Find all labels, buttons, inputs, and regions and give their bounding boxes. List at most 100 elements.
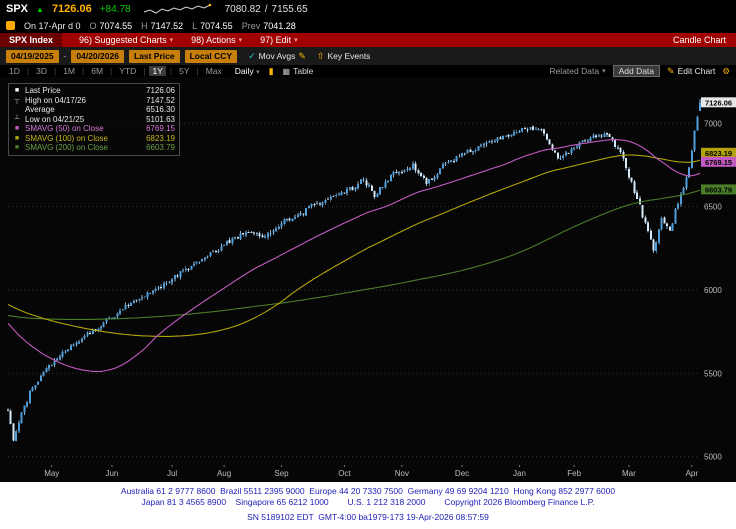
tab-period-6m[interactable]: 6M [91, 66, 104, 76]
svg-text:7126.06: 7126.06 [705, 98, 732, 107]
footer-phones-line1: Australia 61 2 9777 8600 Brazil 5511 239… [120, 486, 616, 496]
low-value: 7074.55 [200, 20, 233, 31]
low-pair: L 7074.55 [192, 21, 233, 31]
table-button[interactable]: ▦ Table [283, 66, 314, 76]
legend-label: SMAVG (200) on Close [25, 143, 108, 152]
chart-legend: ■ Last Price 7126.06 ┬ High on 04/17/26 7147.… [8, 83, 180, 156]
x-axis-month-label: Jul [167, 469, 177, 478]
legend-row: ┴ Low on 04/21/25 5101.63 [13, 115, 175, 125]
tab-period-1m[interactable]: 1M [63, 66, 75, 76]
pencil-icon: ✎ [667, 65, 675, 76]
menu-suggested-charts[interactable]: 96) Suggested Charts ▾ [70, 35, 182, 45]
menu-suggested-charts-label: 96) Suggested Charts [79, 35, 167, 45]
prev-value: 7041.28 [263, 20, 296, 31]
chart-type-icon[interactable]: ▮ [268, 65, 274, 76]
security-field[interactable]: SPX Index [0, 33, 63, 47]
related-data-label: Related Data [549, 66, 600, 76]
table-icon: ▦ [282, 66, 291, 76]
prev-pair: Prev 7041.28 [242, 21, 296, 31]
y-axis-label: 7000 [704, 119, 722, 128]
mov-avgs-button[interactable]: ✓ Mov Avgs ✎ [248, 51, 306, 62]
gear-icon[interactable]: ⚙ [722, 65, 730, 76]
table-label: Table [293, 66, 314, 76]
price-badge: 6603.79 [701, 184, 736, 195]
price-badge: 6769.15 [701, 156, 736, 167]
key-events-button[interactable]: ⇧ Key Events [317, 51, 371, 62]
x-axis-month-label: Feb [567, 469, 581, 478]
legend-label: SMAVG (50) on Close [25, 124, 104, 133]
session-indicator-icon [6, 21, 15, 30]
legend-row: ■ SMAVG (200) on Close 6603.79 [13, 143, 175, 153]
edit-chart-button[interactable]: ✎ Edit Chart [667, 66, 715, 77]
mov-avgs-check-icon: ✓ [248, 50, 256, 61]
tab-period-1d[interactable]: 1D [9, 66, 20, 76]
open-value: 7074.55 [99, 20, 133, 31]
legend-row: Average 6516.30 [13, 105, 175, 115]
svg-text:6603.79: 6603.79 [705, 185, 732, 194]
legend-value: 7126.06 [146, 86, 175, 95]
x-axis-month-label: Aug [217, 469, 231, 478]
tab-separator: | [110, 66, 113, 76]
menu-edit[interactable]: 97) Edit ▾ [251, 35, 307, 45]
low-label: L [192, 20, 198, 31]
add-data-field[interactable]: Add Data [612, 65, 661, 77]
range-high: 7155.65 [271, 3, 308, 15]
chart-toolbar: 04/19/2025 - 04/20/2026 Last Price Local… [0, 47, 736, 65]
legend-value: 7147.52 [146, 95, 175, 105]
day-range: 7080.82 / 7155.65 [225, 4, 308, 15]
period-tabs: 1D | 3D | 1M | 6M | YTD | 1Y | 5Y | Max [6, 66, 225, 76]
tab-period-max[interactable]: Max [205, 66, 222, 76]
date-range-separator: - [63, 51, 67, 61]
legend-value: 6823.19 [146, 133, 175, 143]
legend-marker-icon: ■ [14, 87, 20, 94]
session-text: On 17-Apr d 0 [24, 20, 81, 31]
candle-chart-svg[interactable]: 7000 6500 6000 5500 5000 May Jun Jul Aug Sep Oct No… [0, 77, 736, 482]
high-pair: H 7147.52 [141, 21, 183, 31]
chevron-down-icon: ▾ [169, 37, 174, 44]
svg-text:6769.15: 6769.15 [705, 158, 732, 167]
sma-100-line [7, 154, 701, 337]
date-to-field[interactable]: 04/20/2026 [71, 49, 124, 63]
footer-session-info: SN 5189102 EDT GMT-4:00 ba1979-173 19-Ap… [247, 512, 489, 522]
key-events-icon: ⇧ [316, 50, 325, 61]
intraday-sparkline [143, 3, 211, 14]
high-label: H [141, 20, 148, 31]
tab-period-3d[interactable]: 3D [36, 66, 47, 76]
tab-separator: | [196, 66, 199, 76]
legend-value: 5101.63 [146, 114, 175, 124]
chevron-down-icon: ▾ [602, 68, 606, 75]
price-field-dropdown[interactable]: Last Price [128, 49, 180, 63]
legend-label: Last Price [25, 86, 61, 95]
legend-marker-icon: ┴ [14, 115, 20, 123]
y-axis-label: 5000 [704, 453, 722, 462]
x-axis-month-label: Sep [274, 469, 289, 478]
legend-label: High on 04/17/26 [25, 95, 86, 105]
date-from-field[interactable]: 04/19/2025 [6, 49, 59, 63]
currency-dropdown[interactable]: Local CCY [184, 49, 238, 63]
legend-row: ■ SMAVG (100) on Close 6823.19 [13, 134, 175, 144]
menu-actions-label: 98) Actions [191, 35, 236, 45]
menu-edit-label: 97) Edit [260, 35, 292, 45]
key-events-label: Key Events [327, 51, 371, 61]
menu-bar: SPX Index 96) Suggested Charts ▾ 98) Act… [0, 33, 736, 47]
x-axis-month-label: Mar [622, 469, 636, 478]
price-change: +84.78 [99, 3, 131, 15]
svg-text:6823.19: 6823.19 [705, 149, 732, 158]
legend-row: ■ Last Price 7126.06 [13, 86, 175, 96]
x-axis-month-label: Oct [338, 469, 351, 478]
last-price: 7126.06 [51, 3, 92, 15]
frequency-dropdown[interactable]: Daily ▾ [235, 66, 260, 76]
tab-period-5y[interactable]: 5Y [179, 66, 190, 76]
candles-up [15, 102, 701, 441]
menu-actions[interactable]: 98) Actions ▾ [182, 35, 251, 45]
chevron-down-icon: ▾ [294, 37, 298, 44]
tab-period-1y[interactable]: 1Y [149, 66, 166, 76]
x-axis-month-label: Nov [395, 469, 409, 478]
chart-area[interactable]: ■ Last Price 7126.06 ┬ High on 04/17/26 7147.… [0, 77, 736, 482]
tab-period-ytd[interactable]: YTD [119, 66, 137, 76]
footer-phones-line2: Japan 81 3 4565 8900 Singapore 65 6212 1… [141, 497, 595, 507]
x-axis-month-label: Jan [513, 469, 526, 478]
legend-marker-icon: ┬ [14, 96, 20, 104]
related-data-dropdown[interactable]: Related Data ▾ [549, 66, 605, 76]
